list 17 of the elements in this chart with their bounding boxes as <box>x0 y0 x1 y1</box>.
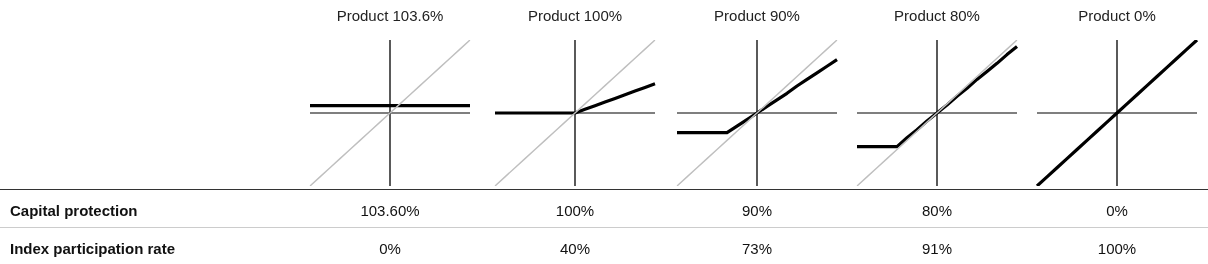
chart-title: Product 90% <box>714 7 800 25</box>
text: 103.60% <box>360 202 420 219</box>
chart-title: Product 0% <box>1078 7 1156 25</box>
chart-title: Product 100% <box>527 7 623 25</box>
text: Index participation rate <box>10 240 176 257</box>
text: 73% <box>741 240 773 257</box>
text: 100% <box>555 202 595 219</box>
text: 0% <box>379 240 401 257</box>
text: 100% <box>1097 240 1137 257</box>
text: 90% <box>741 202 773 219</box>
text: 40% <box>559 240 591 257</box>
text: 80% <box>921 202 953 219</box>
text: Capital protection <box>10 202 138 219</box>
text: 91% <box>921 240 953 257</box>
chart-title: Product 80% <box>894 7 980 25</box>
chart-title: Product 103.6% <box>336 7 444 25</box>
text: 0% <box>1106 202 1128 219</box>
